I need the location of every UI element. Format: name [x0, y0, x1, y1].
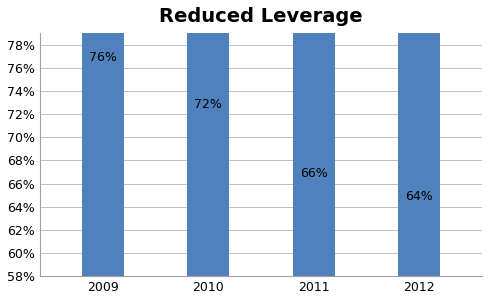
Text: 64%: 64%	[404, 190, 432, 203]
Text: 72%: 72%	[194, 98, 222, 111]
Bar	[397, 0, 439, 276]
Bar	[187, 0, 229, 276]
Bar	[82, 0, 124, 276]
Text: 76%: 76%	[89, 51, 117, 64]
Bar	[292, 0, 334, 276]
Text: 66%: 66%	[299, 167, 327, 180]
Title: Reduced Leverage: Reduced Leverage	[159, 7, 362, 26]
